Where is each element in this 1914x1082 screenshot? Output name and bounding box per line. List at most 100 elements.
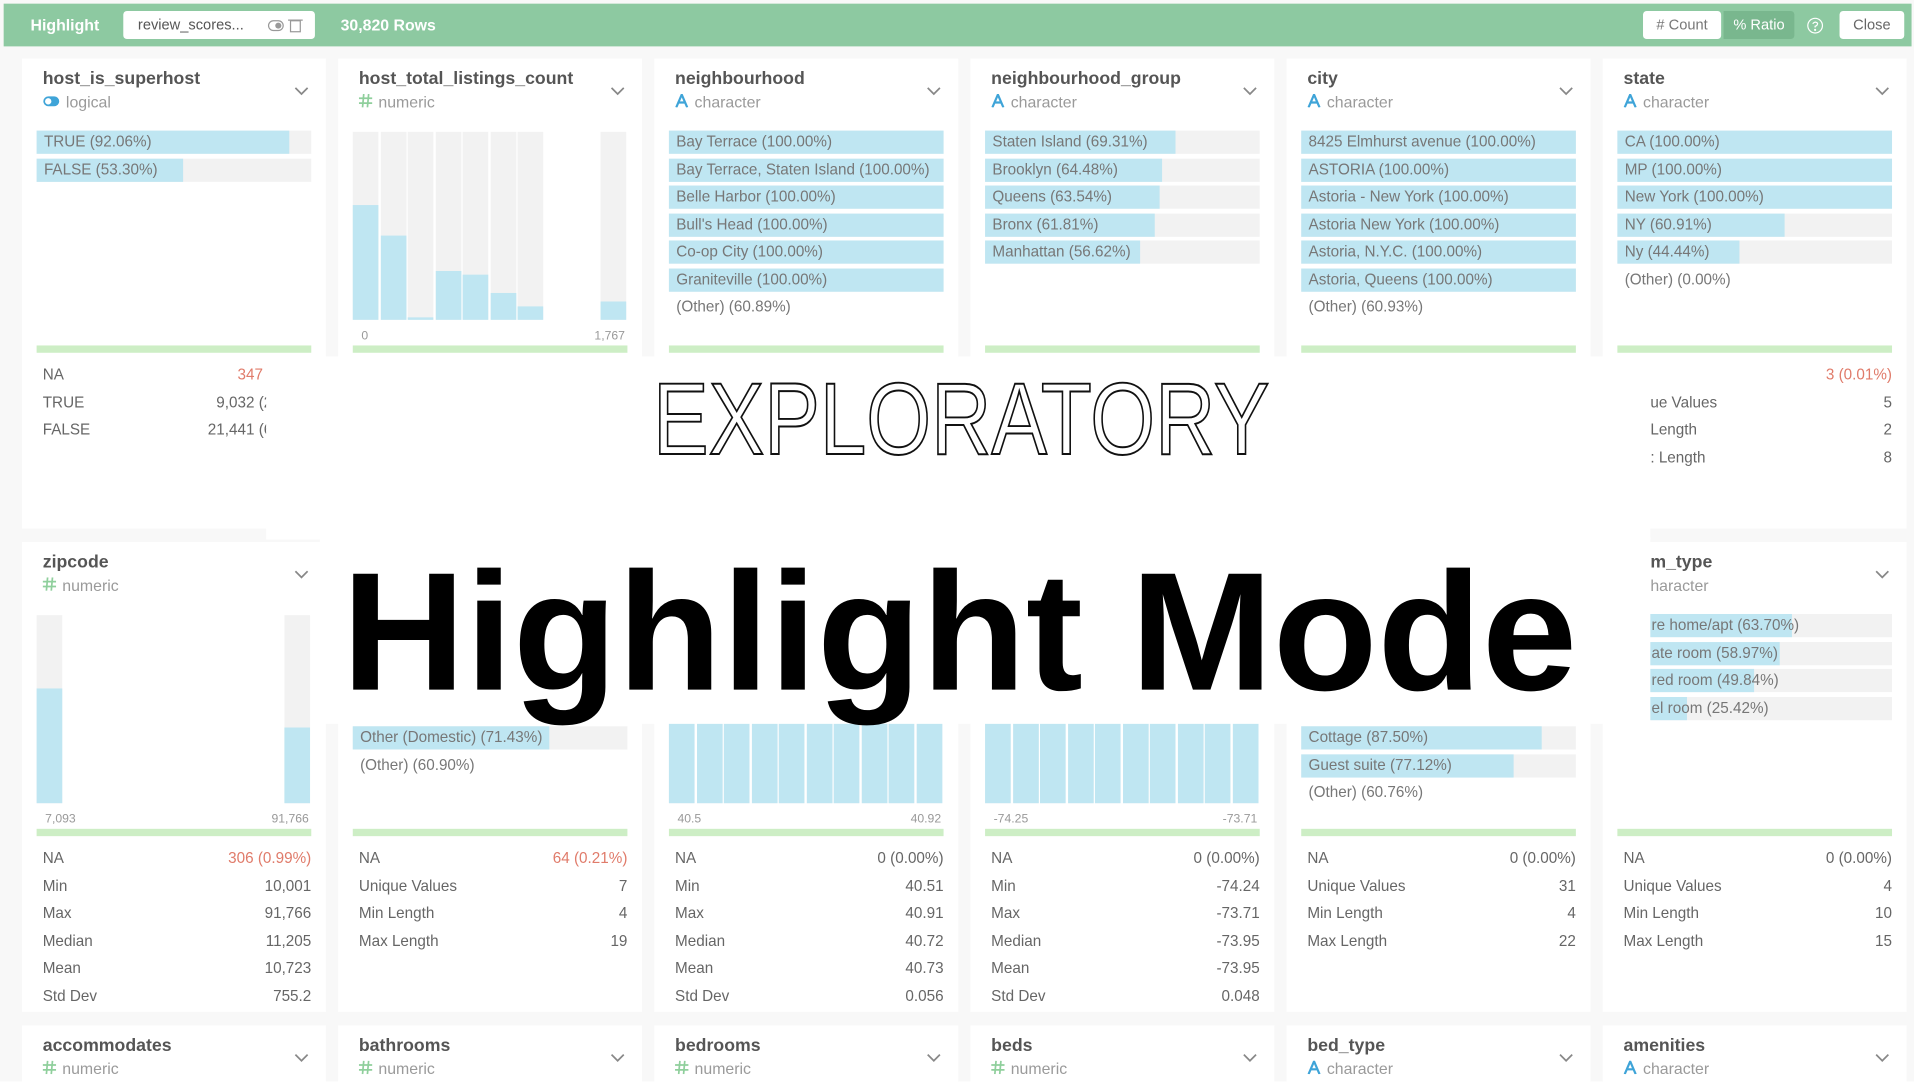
bar-label: Co-op City (100.00%)	[676, 242, 823, 261]
value-row[interactable]: Bronx (61.81%)	[985, 212, 1260, 239]
menu-chevron[interactable]	[294, 564, 309, 586]
stat-row: Min Length 4	[1287, 900, 1591, 927]
value-row[interactable]: Guest suite (77.12%)	[1301, 753, 1576, 780]
value-row[interactable]: FALSE (53.30%)	[36, 157, 312, 184]
menu-chevron[interactable]	[1559, 81, 1574, 103]
bar-track	[985, 240, 1260, 264]
count-button[interactable]: # Count	[1643, 10, 1722, 40]
value-row[interactable]: Astoria, Queens (100.00%)	[1301, 267, 1576, 294]
stat-row: NA 0 (0.00%)	[1603, 845, 1907, 872]
value-row[interactable]: Bay Terrace, Staten Island (100.00%)	[668, 157, 944, 184]
value-row[interactable]: red room (49.84%)	[1617, 668, 1893, 695]
value-row[interactable]: Graniteville (100.00%)	[668, 267, 944, 294]
dataset-name: review_scores...	[137, 15, 244, 33]
value-row[interactable]: Astoria New York (100.00%)	[1301, 212, 1576, 239]
value-row[interactable]: Co-op City (100.00%)	[668, 239, 944, 266]
value-row[interactable]: Brooklyn (64.48%)	[985, 157, 1260, 184]
bar	[1301, 185, 1576, 209]
help-icon[interactable]	[1807, 17, 1824, 34]
value-row[interactable]: TRUE (92.06%)	[36, 129, 312, 156]
type-icon	[675, 91, 689, 110]
menu-chevron[interactable]	[294, 81, 309, 103]
column-type: character	[675, 91, 944, 112]
column-name: m_type	[1650, 552, 1713, 573]
menu-chevron[interactable]	[1559, 1047, 1574, 1069]
stat-value: 0 (0.00%)	[1825, 849, 1893, 867]
column-name: host_is_superhost	[42, 69, 201, 90]
value-row[interactable]: Astoria, N.Y.C. (100.00%)	[1301, 239, 1576, 266]
value-row[interactable]: 8425 Elmhurst avenue (100.00%)	[1301, 129, 1576, 156]
menu-chevron[interactable]	[1875, 1047, 1890, 1069]
value-row[interactable]: Other (Domestic) (71.43%)	[352, 725, 628, 752]
value-row[interactable]: el room (25.42%)	[1617, 695, 1893, 722]
column-name: beds	[991, 1036, 1033, 1056]
menu-chevron[interactable]	[926, 81, 941, 103]
stat-label: : Length	[1650, 448, 1706, 466]
bar-track	[1301, 213, 1576, 237]
value-row[interactable]: Manhattan (56.62%)	[985, 239, 1260, 266]
stat-row: Median 11,205	[22, 927, 326, 954]
type-icon	[675, 1059, 689, 1077]
stat-row: Min Length 10	[1603, 900, 1907, 927]
bar	[985, 240, 1141, 264]
bar-label: TRUE (92.06%)	[43, 133, 152, 151]
bar-label: Staten Island (69.31%)	[992, 133, 1148, 151]
menu-chevron[interactable]	[1243, 81, 1258, 103]
close-button[interactable]: Close	[1839, 10, 1905, 40]
type-name: numeric	[62, 1058, 119, 1078]
value-row[interactable]: ASTORIA (100.00%)	[1301, 157, 1576, 184]
menu-chevron[interactable]	[1875, 564, 1890, 586]
stat-row: ue Values 5	[1603, 389, 1907, 416]
bar-track	[1617, 668, 1893, 693]
menu-chevron[interactable]	[610, 81, 625, 103]
value-row[interactable]: Bay Terrace (100.00%)	[668, 129, 944, 156]
bin	[435, 270, 461, 320]
menu-chevron[interactable]	[294, 1047, 309, 1069]
stat-value: 4	[1567, 904, 1576, 922]
menu-chevron[interactable]	[1243, 1047, 1258, 1069]
value-row[interactable]: Ny (44.44%)	[1617, 239, 1893, 266]
stat-value: 2	[1883, 421, 1893, 439]
bar-track	[668, 240, 944, 264]
value-row[interactable]: New York (100.00%)	[1617, 184, 1893, 211]
value-list: CA (100.00%) MP (100.00%) New York (100.00…	[1617, 129, 1893, 294]
quality-bar	[1301, 345, 1576, 353]
value-row[interactable]: Staten Island (69.31%)	[985, 129, 1260, 156]
bar-label: ASTORIA (100.00%)	[1308, 160, 1450, 178]
axis-min-label: 0	[361, 329, 369, 344]
value-row[interactable]: MP (100.00%)	[1617, 157, 1893, 184]
stat-label: Median	[991, 931, 1042, 950]
stat-label: Mean	[42, 959, 81, 977]
bar-label: CA (100.00%)	[1624, 133, 1720, 151]
card-header: amenities character	[1623, 1036, 1892, 1078]
value-row[interactable]: ate room (58.97%)	[1617, 640, 1893, 667]
column-card: beds numeric	[970, 1025, 1275, 1082]
menu-chevron[interactable]	[610, 1047, 625, 1069]
card-header: host_is_superhost logical	[43, 70, 312, 112]
stat-label: NA	[1623, 849, 1645, 867]
dataset-pill[interactable]: review_scores...	[123, 10, 315, 40]
menu-chevron[interactable]	[926, 1047, 941, 1069]
bar-label: Astoria, Queens (100.00%)	[1308, 270, 1493, 288]
stat-value: 0 (0.00%)	[877, 849, 944, 867]
stat-row: Max Length 15	[1603, 927, 1907, 954]
stat-row: Min 40.51	[654, 872, 958, 899]
bar-track	[1617, 185, 1893, 209]
column-card: state character CA (100.00%) MP (100.00%) Ne…	[1602, 58, 1907, 529]
value-row[interactable]: NY (60.91%)	[1617, 212, 1893, 239]
value-row[interactable]: Cottage (87.50%)	[1301, 725, 1576, 752]
menu-chevron[interactable]	[1875, 81, 1890, 103]
value-row[interactable]: Queens (63.54%)	[985, 184, 1260, 211]
column-name: amenities	[1623, 1036, 1706, 1056]
value-row[interactable]: CA (100.00%)	[1617, 129, 1893, 156]
value-row[interactable]: Astoria - New York (100.00%)	[1301, 184, 1576, 211]
other-label: (Other) (60.89%)	[676, 297, 791, 315]
value-row[interactable]: re home/apt (63.70%)	[1617, 613, 1893, 640]
value-list: Other (Domestic) (71.43%) (Other) (60.90%…	[352, 725, 628, 780]
value-row[interactable]: Bull's Head (100.00%)	[668, 212, 944, 239]
value-row[interactable]: Belle Harbor (100.00%)	[668, 184, 944, 211]
bar	[668, 130, 944, 154]
card-header: city character	[1307, 70, 1576, 112]
card-header: bedrooms numeric	[675, 1036, 944, 1078]
ratio-button[interactable]: % Ratio	[1723, 10, 1795, 40]
